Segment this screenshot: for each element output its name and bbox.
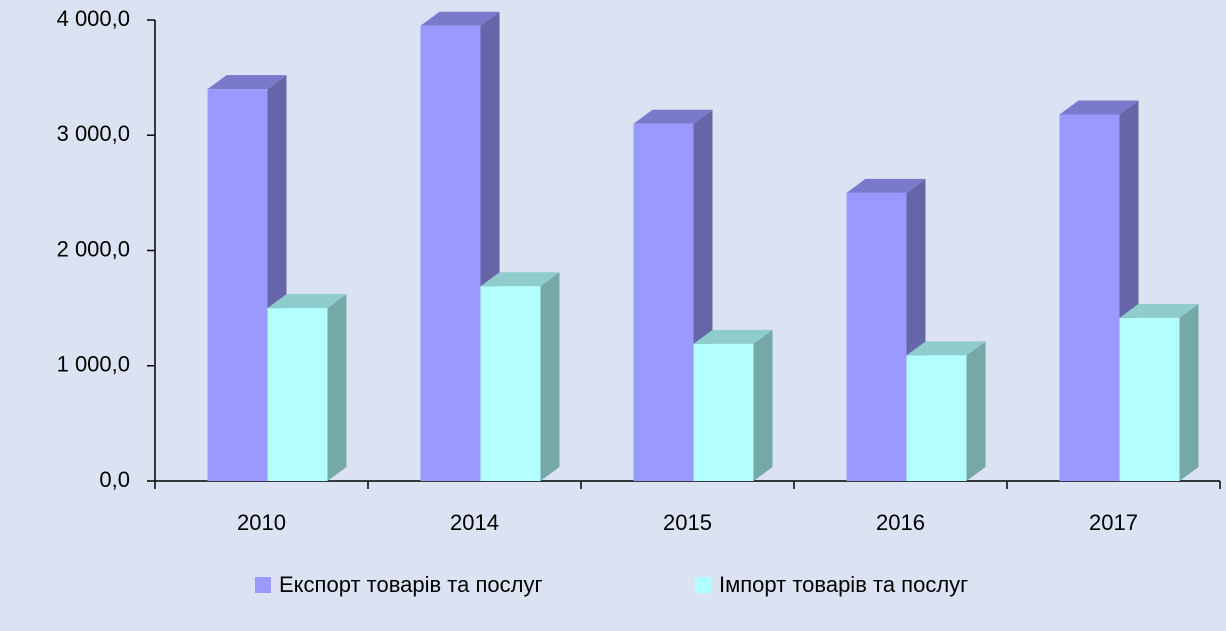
bar-top [633,109,713,124]
bar [693,343,754,481]
bar-top [420,11,500,26]
legend-label: Імпорт товарів та послуг [719,572,968,597]
bar [207,89,268,482]
y-tick-label: 4 000,0 [57,6,130,31]
bar-top [846,178,926,193]
x-tick-label: 2010 [237,510,286,535]
y-tick-label: 2 000,0 [57,236,130,261]
bar-top [1059,100,1139,115]
bar-top [693,329,773,344]
bar [1059,114,1120,481]
bar [1119,317,1180,481]
y-tick-label: 1 000,0 [57,352,130,377]
bar-top [906,341,986,356]
x-tick-label: 2014 [450,510,499,535]
x-tick-label: 2017 [1089,510,1138,535]
bar-side [327,294,347,481]
legend-swatch [255,577,271,593]
bar [633,123,694,481]
bar-top [480,272,560,287]
y-tick-label: 0,0 [99,467,130,492]
bar-top [207,75,287,90]
bar [480,286,541,481]
x-tick-label: 2016 [876,510,925,535]
bar-side [966,341,986,481]
legend-label: Експорт товарів та послуг [279,572,542,597]
x-tick-label: 2015 [663,510,712,535]
bar [906,355,967,481]
legend-swatch [695,577,711,593]
bar [267,308,328,481]
bar-side [1179,303,1199,481]
bar [846,192,907,481]
bar-side [753,329,773,481]
y-tick-label: 3 000,0 [57,121,130,146]
bar-top [267,294,347,309]
bar-top [1119,303,1199,318]
bar-side [540,272,560,481]
bar [420,25,481,481]
